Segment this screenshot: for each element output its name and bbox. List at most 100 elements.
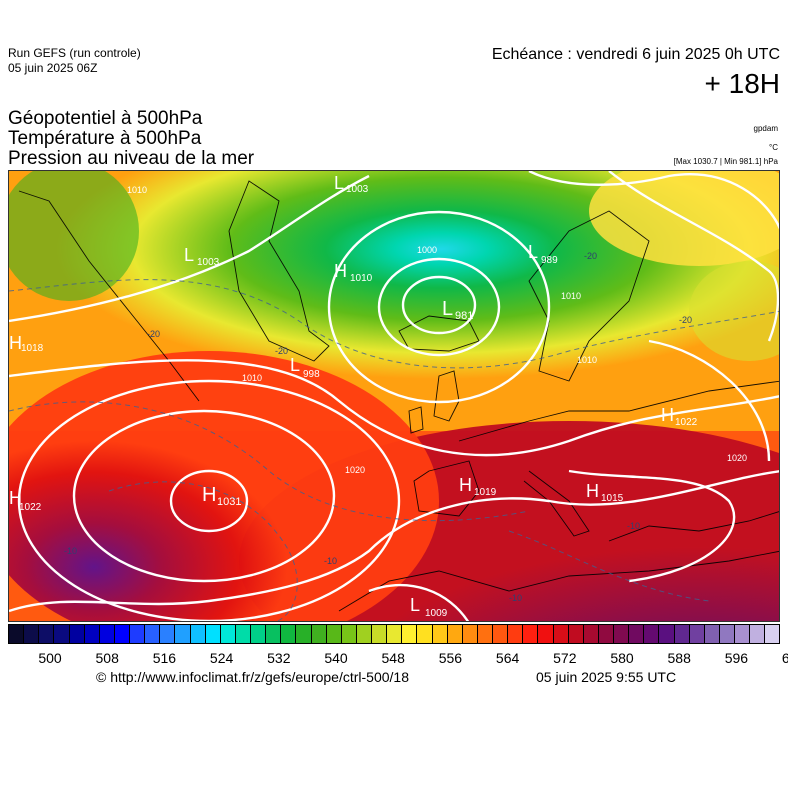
isobar-label: 1020 [345, 465, 365, 475]
center-type: H [459, 475, 472, 495]
issued-time: 05 juin 2025 9:55 UTC [536, 669, 677, 685]
pressure-centers: H 1031 L 981 L 1003 L 1003 H 1010 L 989 … [9, 173, 698, 619]
colorbar-swatch [598, 625, 614, 643]
colorbar-swatch [538, 625, 554, 643]
center-type: L [528, 242, 538, 262]
center-type: H [334, 261, 347, 281]
center-type: L [442, 298, 453, 320]
colorbar-tick-label: 564 [495, 650, 520, 666]
colorbar-ticks: 500 508 516 524 532 540 548 556 564 572 580 588 596 6… [8, 650, 788, 668]
run-name: Run GEFS (run controle) [8, 46, 141, 60]
center-value: 1010 [350, 273, 373, 284]
colorbar-swatch [493, 625, 509, 643]
colorbar-swatch [130, 625, 146, 643]
unit-temperature: °C [769, 143, 778, 152]
center-type: H [586, 481, 599, 501]
colorbar-swatch [417, 625, 433, 643]
center-value: 989 [541, 255, 558, 266]
colorbar-swatch [659, 625, 675, 643]
colorbar-swatch [372, 625, 388, 643]
colorbar-swatch [614, 625, 630, 643]
temperature-labels: -20 -20 -20 -20 -10 -10 -10 -10 [64, 251, 692, 603]
center-type: H [9, 333, 22, 353]
colorbar-swatch [568, 625, 584, 643]
colorbar-swatch [114, 625, 130, 643]
colorbar-tick-label: 508 [95, 650, 119, 666]
colorbar-swatch [266, 625, 282, 643]
colorbar-swatch [24, 625, 40, 643]
isobars [9, 171, 779, 621]
temperature-label: -20 [679, 315, 692, 325]
colorbar-swatch [629, 625, 645, 643]
colorbar-swatch [583, 625, 599, 643]
colorbar-swatch [84, 625, 100, 643]
center-value: 1019 [474, 487, 497, 498]
colorbar-swatch [145, 625, 161, 643]
title-geopotential: Géopotentiel à 500hPa [8, 108, 203, 129]
colorbar-tick-label: 596 [724, 650, 749, 666]
center-type: H [661, 405, 674, 425]
center-value: 998 [303, 369, 320, 380]
temperature-label: -20 [275, 346, 288, 356]
center-type: H [202, 484, 216, 506]
colorbar-swatch [644, 625, 660, 643]
colorbar-swatch [508, 625, 524, 643]
center-type: L [290, 355, 300, 375]
center-value: 1022 [19, 502, 42, 513]
pressure-range: [Max 1030.7 | Min 981.1] hPa [673, 157, 778, 166]
colorbar-tick-label: 604 [781, 650, 788, 666]
colorbar-swatch [175, 625, 191, 643]
center-value: 1018 [21, 343, 44, 354]
center-value: 981 [455, 310, 473, 322]
colorbar-tick-label: 516 [152, 650, 177, 666]
temperature-label: -20 [147, 329, 160, 339]
colorbar-swatch [190, 625, 206, 643]
colorbar-swatch [402, 625, 418, 643]
colorbar [8, 624, 780, 644]
colorbar-swatch [39, 625, 55, 643]
colorbar-swatch [251, 625, 267, 643]
colorbar-swatch [9, 625, 25, 643]
colorbar-tick-label: 524 [209, 650, 234, 666]
coastlines [18, 180, 779, 612]
center-value: 1009 [425, 608, 448, 619]
colorbar-tick-label: 588 [667, 650, 691, 666]
center-value: 1015 [601, 493, 624, 504]
center-type: L [334, 173, 344, 193]
colorbar-swatch [311, 625, 327, 643]
center-type: L [184, 245, 194, 265]
colorbar-swatch [205, 625, 221, 643]
colorbar-tick-label: 548 [381, 650, 405, 666]
center-type: L [410, 595, 420, 615]
center-value: 1003 [197, 257, 220, 268]
colorbar-swatch [356, 625, 372, 643]
temperature-label: -10 [627, 521, 640, 531]
colorbar-swatch [719, 625, 735, 643]
colorbar-swatch [160, 625, 176, 643]
temperature-label: -20 [584, 251, 597, 261]
colorbar-swatch [69, 625, 85, 643]
colorbar-swatch [523, 625, 539, 643]
colorbar-swatch [326, 625, 342, 643]
colorbar-tick-label: 556 [438, 650, 463, 666]
colorbar-swatch [387, 625, 403, 643]
colorbar-tick-label: 580 [610, 650, 634, 666]
isobar-label: 1020 [727, 453, 747, 463]
copyright-url: © http://www.infoclimat.fr/z/gefs/europe… [96, 669, 410, 685]
colorbar-swatch [54, 625, 70, 643]
colorbar-tick-label: 500 [38, 650, 62, 666]
valid-time: Echéance : vendredi 6 juin 2025 0h UTC [491, 46, 780, 63]
colorbar-swatch [235, 625, 251, 643]
isobar-label: 1010 [242, 373, 262, 383]
colorbar-swatch [553, 625, 569, 643]
title-temperature: Température à 500hPa [8, 128, 202, 149]
colorbar-swatch [477, 625, 493, 643]
colorbar-swatch [750, 625, 766, 643]
center-value: 1031 [217, 496, 241, 508]
isobar-label: 1010 [577, 355, 597, 365]
isobar-labels: 1000 1010 1010 1020 1020 1010 1010 [127, 185, 747, 475]
unit-geopotential: gpdam [753, 124, 778, 133]
colorbar-swatch [296, 625, 312, 643]
temperature-label: -10 [324, 556, 337, 566]
temperature-contours [9, 279, 779, 621]
